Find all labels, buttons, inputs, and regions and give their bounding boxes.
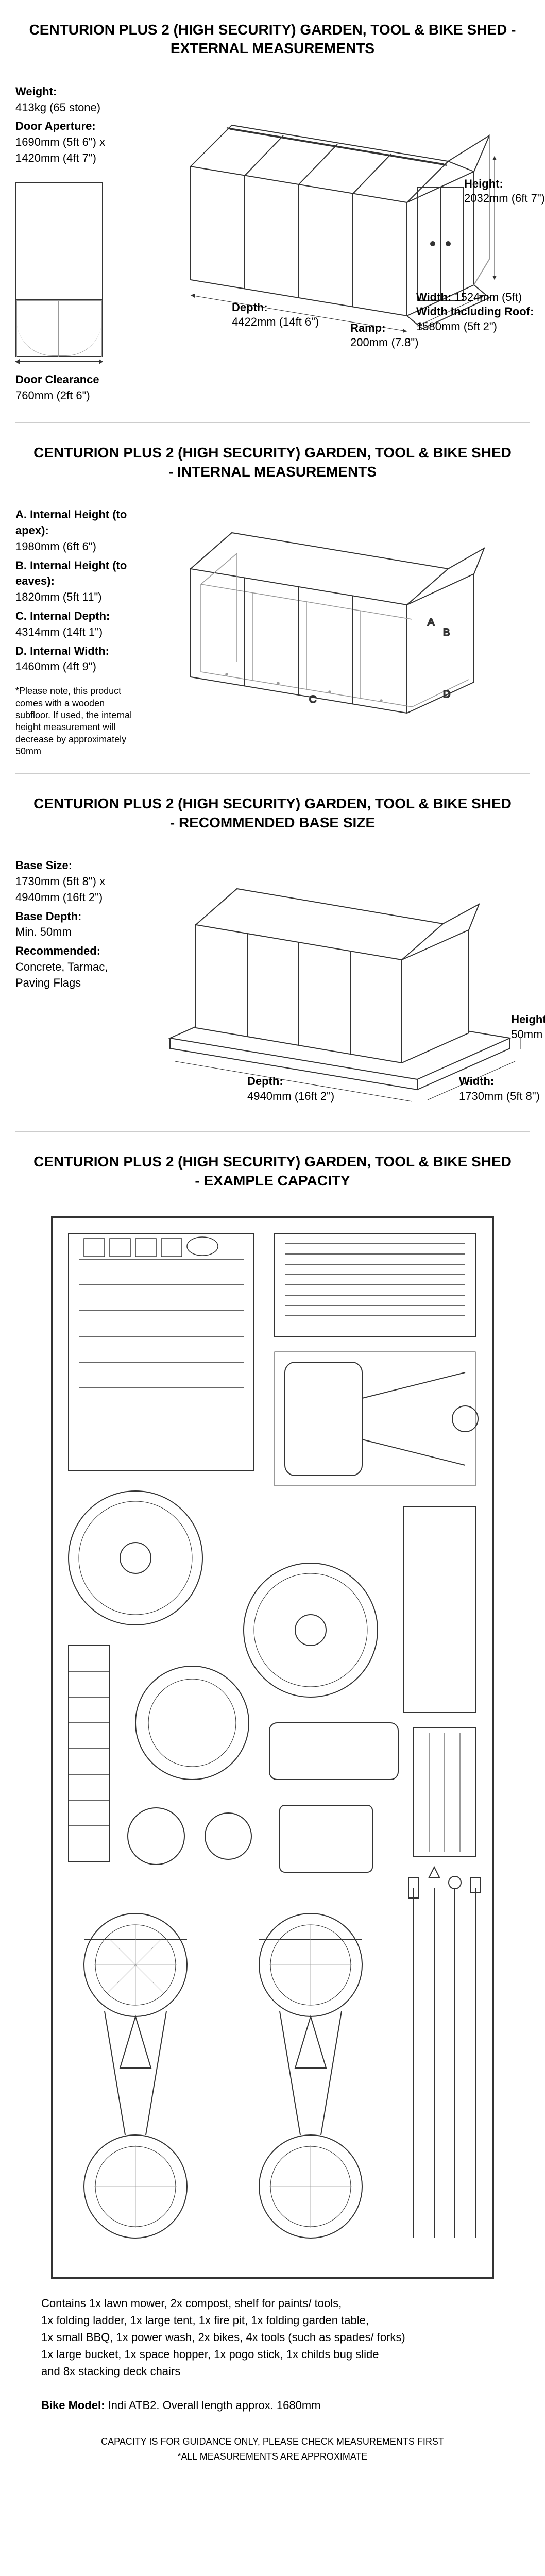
disclaimer: CAPACITY IS FOR GUIDANCE ONLY, PLEASE CH… [15, 2434, 530, 2464]
weight-val: 413kg (65 stone) [15, 100, 139, 116]
base-labels: Base Size: 1730mm (5ft 8") x 4940mm (16f… [15, 858, 139, 994]
internal-diagram: A B C D [155, 507, 530, 734]
capacity-title: CENTURION PLUS 2 (HIGH SECURITY) GARDEN,… [15, 1153, 530, 1190]
external-height-callout: Height: 2032mm (6ft 7") [464, 177, 545, 206]
svg-text:C: C [309, 694, 316, 705]
svg-text:D: D [443, 689, 450, 700]
internal-labels: A. Internal Height (to apex): 1980mm (6f… [15, 507, 139, 757]
capacity-contents: Contains 1x lawn mower, 2x compost, shel… [15, 2295, 530, 2414]
door-aperture-label: Door Aperture: [15, 118, 139, 134]
door-clearance-label: Door Clearance [15, 372, 139, 388]
section-capacity: CENTURION PLUS 2 (HIGH SECURITY) GARDEN,… [15, 1153, 530, 2479]
section-internal: CENTURION PLUS 2 (HIGH SECURITY) GARDEN,… [15, 444, 530, 774]
internal-title: CENTURION PLUS 2 (HIGH SECURITY) GARDEN,… [15, 444, 530, 481]
svg-text:A: A [428, 617, 435, 628]
external-ramp-callout: Ramp: 200mm (7.8") [350, 321, 419, 350]
door-aperture-val: 1690mm (5ft 6") x 1420mm (4ft 7") [15, 134, 139, 166]
door-diagram [15, 182, 103, 357]
external-width-callout: Width: 1524mm (5ft) Width Including Roof… [416, 290, 545, 334]
product-name: CENTURION PLUS 2 (HIGH SECURITY) GARDEN,… [29, 22, 507, 38]
external-suffix: EXTERNAL MEASUREMENTS [171, 40, 374, 56]
base-diagram: Depth: 4940mm (16ft 2") Height: 50mm Wid… [155, 858, 530, 1115]
section-base: CENTURION PLUS 2 (HIGH SECURITY) GARDEN,… [15, 794, 530, 1132]
base-depth-callout: Depth: 4940mm (16ft 2") [247, 1074, 334, 1104]
base-height-callout: Height: 50mm [511, 1012, 545, 1042]
external-diagram: Depth: 4422mm (14ft 6") Ramp: 200mm (7.8… [155, 84, 530, 352]
section-external: CENTURION PLUS 2 (HIGH SECURITY) GARDEN,… [15, 21, 530, 423]
base-title: CENTURION PLUS 2 (HIGH SECURITY) GARDEN,… [15, 794, 530, 832]
weight-label: Weight: [15, 84, 139, 100]
internal-note: *Please note, this product comes with a … [15, 685, 139, 757]
external-labels: Weight: 413kg (65 stone) Door Aperture: … [15, 84, 139, 407]
capacity-diagram [51, 1216, 494, 2279]
svg-text:B: B [443, 627, 450, 638]
external-title: CENTURION PLUS 2 (HIGH SECURITY) GARDEN,… [15, 21, 530, 58]
door-clearance-val: 760mm (2ft 6") [15, 388, 139, 404]
base-width-callout: Width: 1730mm (5ft 8") [459, 1074, 540, 1104]
external-depth-callout: Depth: 4422mm (14ft 6") [232, 300, 319, 330]
